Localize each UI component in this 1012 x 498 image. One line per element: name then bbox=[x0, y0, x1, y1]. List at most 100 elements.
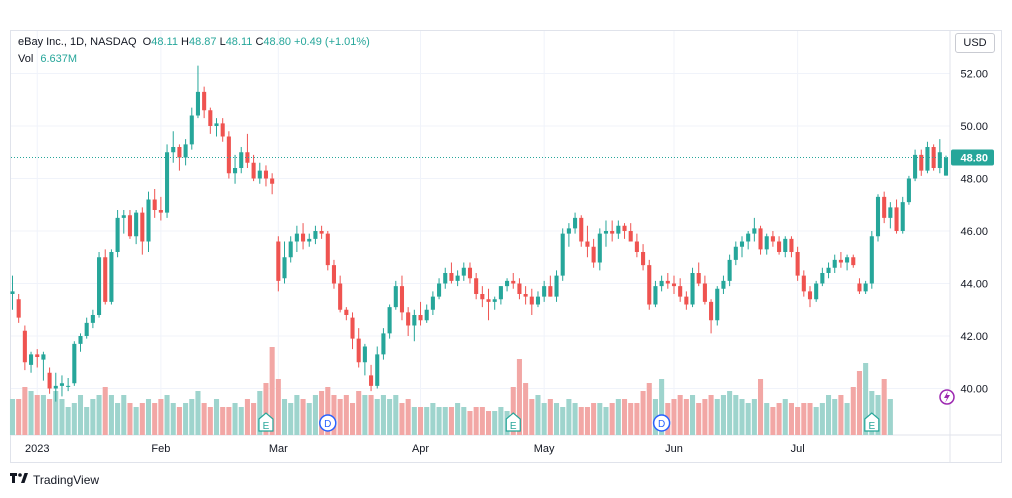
candle bbox=[486, 288, 491, 321]
volume-bar bbox=[59, 399, 65, 435]
candle-body bbox=[758, 228, 763, 250]
candle-body bbox=[826, 267, 831, 273]
candle bbox=[109, 249, 114, 305]
candle-body bbox=[331, 265, 337, 284]
candle-body bbox=[313, 231, 318, 239]
volume-bar bbox=[621, 399, 628, 435]
candle bbox=[152, 189, 157, 218]
volume-bar bbox=[430, 403, 436, 435]
candle bbox=[875, 194, 881, 242]
candle bbox=[560, 228, 565, 281]
candle bbox=[535, 291, 541, 308]
last-price-badge-background bbox=[951, 149, 994, 166]
price-tick-label: 40.00 bbox=[960, 384, 988, 396]
volume-bar bbox=[541, 403, 547, 435]
candle-body bbox=[925, 147, 930, 171]
candle bbox=[47, 367, 52, 394]
candle-body bbox=[764, 236, 769, 250]
volume-bar bbox=[634, 403, 640, 435]
candle-body bbox=[845, 257, 850, 263]
candle bbox=[498, 286, 503, 305]
candle-body bbox=[678, 286, 683, 297]
volume-bar bbox=[640, 391, 646, 435]
candle-body bbox=[121, 215, 126, 218]
candle bbox=[913, 149, 918, 182]
candle bbox=[505, 278, 510, 292]
candle-body bbox=[857, 283, 862, 292]
candle bbox=[233, 154, 238, 184]
candle bbox=[634, 233, 639, 258]
candle bbox=[616, 220, 621, 239]
candle-body bbox=[542, 286, 547, 297]
candle-body bbox=[610, 231, 615, 234]
candle-body bbox=[814, 283, 819, 300]
volume-bar bbox=[263, 383, 269, 435]
chart-frame[interactable] bbox=[10, 30, 1002, 463]
candle bbox=[270, 173, 275, 195]
candle-body bbox=[177, 147, 182, 158]
candle bbox=[585, 225, 590, 258]
candle-body bbox=[783, 238, 788, 252]
candle-body bbox=[560, 233, 565, 276]
candle bbox=[517, 278, 522, 300]
candle bbox=[548, 275, 553, 297]
candle bbox=[239, 147, 244, 174]
volume-bar bbox=[461, 407, 467, 435]
candle bbox=[851, 254, 856, 268]
candle-body bbox=[158, 210, 163, 213]
candle-body bbox=[467, 267, 473, 279]
candle bbox=[208, 107, 213, 134]
candle-body bbox=[616, 225, 621, 234]
volume-bar bbox=[751, 399, 757, 435]
volume-bar bbox=[115, 403, 121, 435]
candle bbox=[97, 252, 102, 318]
candle bbox=[523, 286, 528, 305]
dividend-marker-label: D bbox=[658, 419, 665, 430]
candle bbox=[72, 341, 77, 386]
candle-body bbox=[84, 322, 89, 336]
earnings-marker-shape bbox=[864, 412, 880, 432]
candle-body bbox=[350, 317, 355, 339]
candle-body bbox=[807, 291, 813, 300]
candle-body bbox=[399, 286, 405, 313]
volume-bar bbox=[71, 403, 77, 435]
candle-body bbox=[709, 301, 714, 321]
candle-body bbox=[214, 123, 219, 126]
volume-bar bbox=[337, 399, 343, 435]
candle bbox=[678, 278, 683, 302]
close-label: C bbox=[255, 36, 264, 48]
candle-body bbox=[387, 307, 392, 334]
candle bbox=[84, 317, 89, 339]
volume-bar bbox=[887, 399, 893, 435]
candle bbox=[801, 270, 806, 297]
volume-bar bbox=[516, 359, 522, 435]
candle bbox=[554, 270, 559, 302]
candle bbox=[671, 275, 677, 294]
candle-body bbox=[294, 233, 299, 242]
candle bbox=[325, 231, 330, 271]
currency-button[interactable]: USD bbox=[955, 33, 995, 53]
volume-bar bbox=[195, 391, 201, 435]
dividend-marker-shape bbox=[652, 414, 671, 432]
candle-body bbox=[16, 299, 21, 318]
volume-bar bbox=[9, 399, 16, 435]
volume-bar bbox=[257, 391, 263, 435]
candle bbox=[393, 280, 398, 310]
earnings-marker: E bbox=[258, 412, 274, 432]
candle bbox=[943, 155, 949, 176]
volume-bar bbox=[207, 407, 213, 435]
volume-bar bbox=[133, 407, 139, 435]
volume-bar bbox=[424, 407, 430, 435]
volume-bar bbox=[529, 399, 535, 435]
price-tick-label: 42.00 bbox=[960, 331, 988, 343]
volume-bar bbox=[183, 403, 189, 435]
candle bbox=[437, 278, 442, 300]
tradingview-branding[interactable]: TradingView bbox=[10, 472, 99, 487]
candle bbox=[579, 215, 584, 247]
volume-bar bbox=[411, 407, 417, 435]
volume-bar bbox=[603, 407, 609, 435]
earnings-marker-shape bbox=[258, 412, 274, 432]
time-tick-label: Feb bbox=[151, 443, 170, 455]
